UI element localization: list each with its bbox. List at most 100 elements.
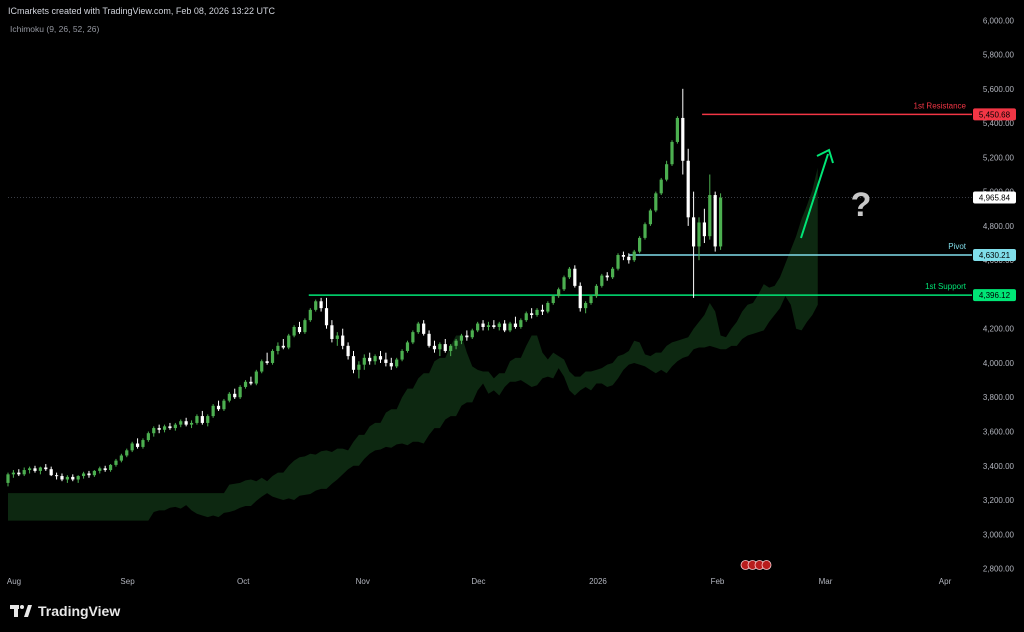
candle-body (427, 333, 431, 346)
candle-body (227, 393, 231, 401)
candle (297, 321, 302, 334)
candle (141, 438, 145, 449)
candle-body (389, 362, 393, 367)
candle-body (578, 285, 582, 309)
candle-body (551, 296, 555, 303)
candle-body (395, 359, 399, 367)
y-tick-label: 6,000.00 (983, 16, 1015, 25)
candle-body (211, 405, 215, 417)
tradingview-brand[interactable]: TradingView (10, 603, 120, 619)
candle (54, 472, 59, 480)
candle (238, 385, 242, 399)
candle-body (324, 308, 329, 326)
candle-body (108, 464, 113, 471)
candle (616, 253, 620, 271)
candle-body (573, 268, 577, 286)
candle (573, 265, 577, 288)
candle (416, 321, 420, 334)
candle-body (200, 416, 204, 423)
candle (557, 287, 561, 298)
candle (670, 140, 674, 166)
candle-body (443, 344, 447, 351)
candle (38, 466, 42, 475)
candle-body (432, 345, 437, 350)
candle (638, 236, 642, 254)
candle (681, 88, 685, 175)
candle-body (308, 309, 312, 321)
time-axis[interactable]: Aug Sep Oct Nov Dec 2026 Feb Mar Apr (7, 560, 952, 587)
candle (357, 361, 361, 379)
candle (438, 342, 442, 357)
candle (71, 474, 75, 482)
candle (422, 320, 426, 336)
candle-body (71, 476, 75, 480)
candle (395, 357, 399, 369)
candle-body (216, 405, 221, 410)
candle-body (260, 361, 264, 372)
candle (373, 354, 377, 365)
candle (281, 338, 285, 350)
chart-attribution: ICmarkets created with TradingView.com, … (8, 6, 275, 16)
candle (470, 328, 474, 339)
candle (686, 148, 690, 226)
y-tick-label: 5,200.00 (983, 153, 1015, 162)
candle (702, 208, 706, 244)
candle-body (146, 433, 150, 441)
candle (233, 388, 237, 399)
candle-body (384, 359, 388, 363)
candle-body (605, 275, 609, 278)
candle (270, 349, 275, 365)
candle (567, 267, 572, 280)
candle-body (497, 323, 501, 327)
candle-body (654, 193, 658, 211)
candle (6, 472, 10, 487)
candle-body (670, 141, 674, 165)
candle (125, 448, 129, 458)
candle-body (287, 335, 291, 348)
candle-body (600, 275, 604, 286)
candle-body (92, 470, 96, 476)
candle-body (168, 426, 172, 429)
x-tick-label: Nov (356, 577, 370, 586)
candle (22, 467, 26, 477)
candle (627, 253, 631, 264)
indicator-legend[interactable]: Ichimoku (9, 26, 52, 26) (10, 24, 100, 34)
candle (76, 475, 80, 483)
candle-body (562, 277, 566, 290)
candle (362, 354, 366, 370)
candle (287, 333, 291, 350)
candle-body (314, 301, 318, 310)
candle (314, 299, 318, 312)
candle-body (330, 325, 334, 339)
price-tag-1st-resistance: 5,450.68 (979, 110, 1011, 119)
candle-body (81, 473, 86, 477)
candle-body (65, 476, 69, 480)
candle-body (276, 345, 280, 351)
candle-body (357, 364, 361, 370)
x-tick-label: Oct (237, 577, 250, 586)
candle-body (594, 285, 599, 297)
price-tag-pivot-bg (973, 248, 1016, 261)
price-tag-1st-support-bg (973, 289, 1016, 302)
candle-body (519, 320, 523, 327)
candle-body (540, 309, 545, 312)
candle-body (162, 426, 167, 430)
candle-body (702, 222, 706, 237)
candle-body (530, 313, 534, 315)
candle-body (346, 345, 350, 357)
candle-body (503, 323, 507, 331)
candle-body (233, 393, 237, 398)
trend-arrow-head (816, 148, 834, 164)
candle-body (675, 117, 680, 142)
candle (168, 422, 172, 430)
candle (643, 222, 647, 240)
candle-body (206, 416, 210, 423)
candle-body (130, 443, 134, 451)
candle-body (249, 381, 253, 384)
candle-body (114, 460, 118, 465)
candle (584, 301, 588, 314)
candle-body (373, 356, 377, 362)
candle-body (513, 323, 518, 327)
candle (665, 160, 669, 182)
